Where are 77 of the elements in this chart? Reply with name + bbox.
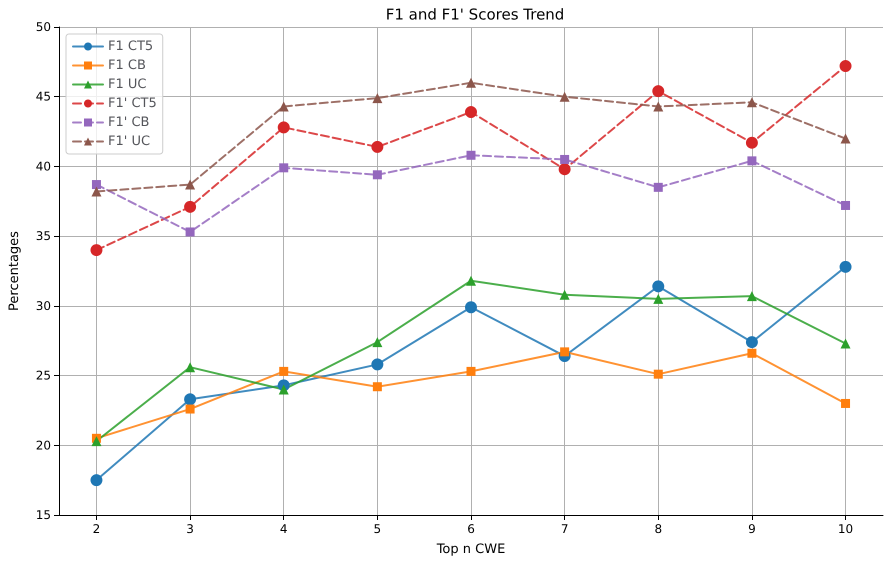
x-tick-label: 4 bbox=[280, 522, 288, 536]
point bbox=[654, 370, 663, 379]
point bbox=[653, 294, 664, 304]
legend-label: F1 CT5 bbox=[108, 39, 154, 54]
point bbox=[185, 362, 196, 372]
point bbox=[652, 280, 664, 292]
point bbox=[654, 182, 663, 192]
legend-label: F1 UC bbox=[108, 77, 146, 92]
point bbox=[372, 93, 382, 104]
legend-label: F1' UC bbox=[108, 134, 150, 149]
y-tick-label: 30 bbox=[36, 298, 51, 313]
point bbox=[840, 60, 852, 72]
point bbox=[841, 200, 850, 210]
point bbox=[465, 106, 477, 118]
x-tick-label: 2 bbox=[92, 522, 100, 536]
x-tick-label: 10 bbox=[838, 522, 854, 536]
point bbox=[840, 338, 851, 349]
point bbox=[746, 336, 758, 348]
point bbox=[279, 163, 288, 172]
point bbox=[278, 121, 290, 134]
point bbox=[746, 97, 757, 108]
point bbox=[186, 404, 195, 414]
point bbox=[653, 101, 664, 112]
point bbox=[278, 384, 289, 395]
y-tick-label: 50 bbox=[36, 20, 51, 34]
x-tick-label: 8 bbox=[654, 522, 662, 536]
x-tick-label: 7 bbox=[560, 522, 568, 536]
legend-label: F1 CB bbox=[108, 58, 146, 73]
point bbox=[185, 180, 196, 190]
point bbox=[90, 474, 102, 486]
point bbox=[747, 156, 756, 166]
point bbox=[466, 366, 476, 376]
point bbox=[184, 393, 196, 406]
point bbox=[841, 398, 850, 408]
point bbox=[466, 276, 476, 286]
point bbox=[91, 436, 102, 446]
legend-label: F1' CB bbox=[108, 115, 150, 130]
point bbox=[466, 78, 476, 88]
point bbox=[747, 348, 756, 358]
legend-label: F1' CT5 bbox=[108, 96, 157, 111]
point bbox=[560, 347, 570, 356]
y-tick-label: 25 bbox=[36, 368, 51, 383]
x-tick-label: 3 bbox=[186, 522, 194, 536]
y-tick-label: 45 bbox=[36, 90, 51, 104]
point bbox=[372, 382, 382, 392]
point bbox=[560, 154, 570, 164]
point bbox=[184, 200, 196, 213]
point bbox=[186, 227, 195, 236]
point bbox=[465, 301, 477, 314]
point bbox=[371, 140, 384, 153]
x-tick-label: 5 bbox=[374, 522, 382, 536]
x-axis-title: Top n CWE bbox=[436, 542, 506, 557]
x-tick-label: 9 bbox=[748, 522, 756, 536]
point bbox=[92, 180, 101, 190]
point bbox=[746, 291, 757, 302]
y-tick-label: 20 bbox=[36, 438, 51, 452]
point bbox=[371, 358, 384, 370]
y-tick-label: 15 bbox=[36, 508, 51, 522]
point bbox=[560, 92, 570, 102]
y-axis-title: Percentages bbox=[7, 230, 22, 311]
point bbox=[746, 136, 758, 149]
point bbox=[91, 186, 102, 197]
point bbox=[558, 163, 571, 176]
point bbox=[372, 170, 382, 180]
point bbox=[840, 260, 852, 273]
point bbox=[372, 337, 382, 348]
point bbox=[466, 150, 476, 160]
point bbox=[840, 134, 851, 144]
point bbox=[90, 244, 102, 256]
point bbox=[278, 101, 289, 112]
y-tick-label: 35 bbox=[36, 229, 51, 244]
point bbox=[279, 366, 288, 376]
x-tick-label: 6 bbox=[467, 522, 475, 536]
point bbox=[652, 85, 664, 98]
y-tick-label: 40 bbox=[36, 159, 51, 174]
chart-title: F1 and F1' Scores Trend bbox=[386, 6, 564, 24]
point bbox=[560, 290, 570, 300]
